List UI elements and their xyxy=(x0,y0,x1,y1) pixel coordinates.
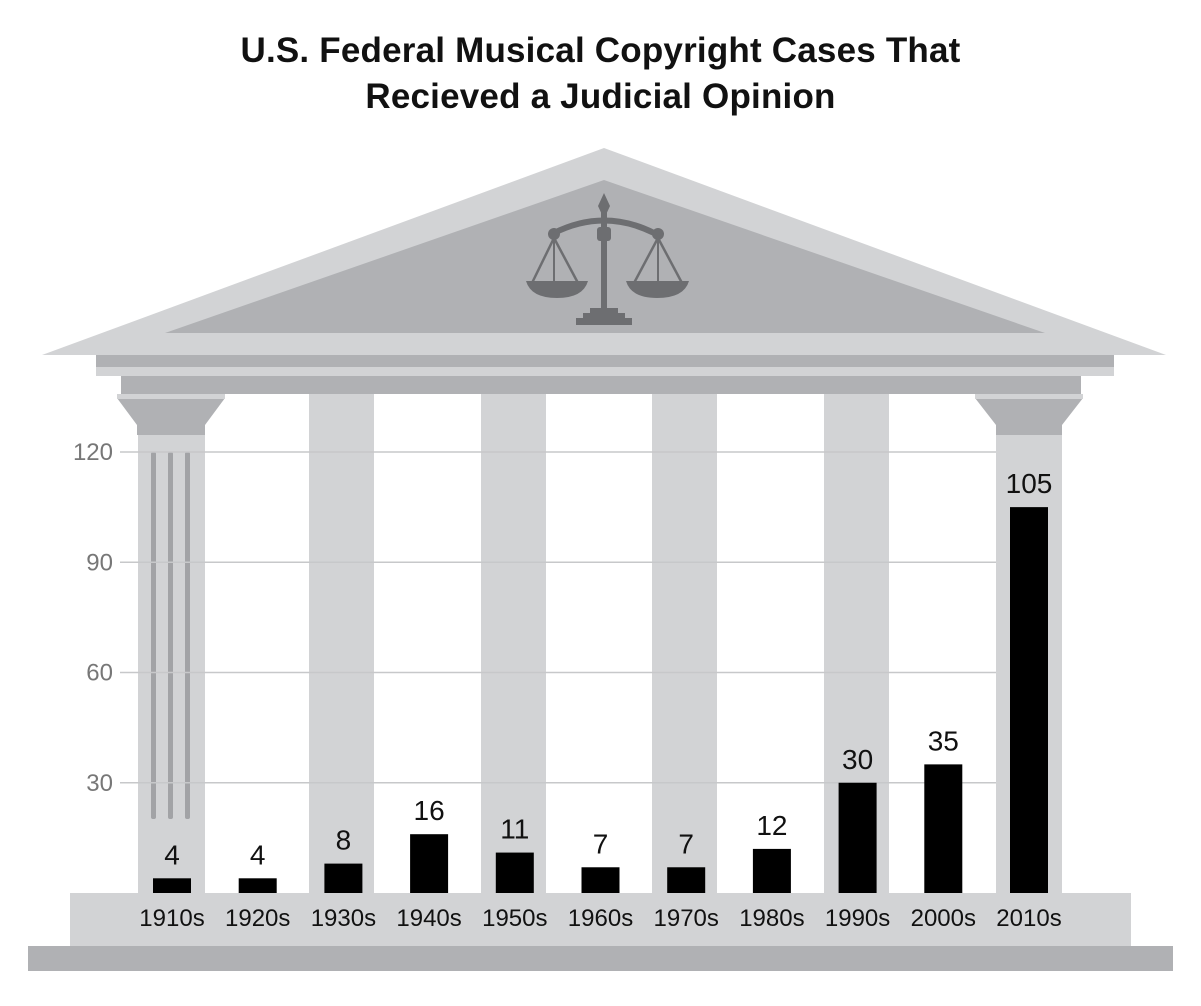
data-label: 7 xyxy=(593,828,609,859)
x-tick-label: 1960s xyxy=(568,905,633,932)
y-axis: 30 60 90 120 xyxy=(73,439,113,797)
column-flute xyxy=(151,452,156,819)
bar-1930s xyxy=(324,863,363,893)
right-column-necking xyxy=(996,425,1062,435)
building-base xyxy=(70,893,1131,946)
x-tick-label: 1980s xyxy=(739,905,804,932)
left-column-abacus xyxy=(117,394,225,399)
column-shaft xyxy=(481,394,546,894)
bars xyxy=(153,507,1048,893)
y-tick-label: 60 xyxy=(86,660,113,687)
bar-1950s xyxy=(495,852,534,893)
bar-1970s xyxy=(667,867,706,893)
bar-1980s xyxy=(752,848,791,893)
data-label: 16 xyxy=(414,795,445,826)
building-step xyxy=(28,946,1173,971)
x-tick-label: 1940s xyxy=(396,905,461,932)
data-label: 35 xyxy=(928,725,959,756)
bar-2010s xyxy=(1010,507,1048,893)
column-shaft xyxy=(309,394,374,894)
data-label: 4 xyxy=(250,839,266,870)
column-shaft xyxy=(652,394,717,894)
bar-1960s xyxy=(581,867,620,893)
bar-1940s xyxy=(410,834,449,893)
bar-1910s xyxy=(153,878,191,893)
right-column-abacus xyxy=(975,394,1083,399)
data-labels: 4 4 8 16 11 7 7 12 30 35 105 xyxy=(164,468,1052,870)
x-tick-label: 1970s xyxy=(654,905,719,932)
bar-2000s xyxy=(924,764,963,893)
data-label: 12 xyxy=(756,810,787,841)
x-tick-label: 2000s xyxy=(911,905,976,932)
x-tick-label: 1920s xyxy=(225,905,290,932)
architrave xyxy=(121,376,1081,394)
data-label: 11 xyxy=(500,814,529,845)
bar-1990s xyxy=(838,782,877,893)
chart-title: U.S. Federal Musical Copyright Cases Tha… xyxy=(0,28,1201,120)
left-column-capital xyxy=(117,398,225,425)
chart-title-line-1: U.S. Federal Musical Copyright Cases Tha… xyxy=(240,31,961,70)
data-label: 4 xyxy=(164,839,180,870)
right-column-capital xyxy=(975,398,1083,425)
data-label: 8 xyxy=(336,825,352,856)
bar-1920s xyxy=(238,878,277,893)
x-tick-label: 1910s xyxy=(139,905,204,932)
y-tick-label: 120 xyxy=(73,439,113,466)
y-tick-label: 30 xyxy=(86,770,113,797)
x-tick-label: 2010s xyxy=(996,905,1061,932)
x-axis: 1910s 1920s 1930s 1940s 1950s 1960s 1970s 1980s… xyxy=(139,905,1061,932)
y-tick-label: 90 xyxy=(86,549,113,576)
chart-title-line-2: Recieved a Judicial Opinion xyxy=(365,77,836,116)
column-flute xyxy=(185,452,190,819)
data-label: 7 xyxy=(678,828,694,859)
column-flute xyxy=(168,452,173,819)
data-label: 105 xyxy=(1006,468,1053,499)
entablature-fascia xyxy=(96,367,1114,376)
left-column-necking xyxy=(137,425,205,435)
x-tick-label: 1990s xyxy=(825,905,890,932)
data-label: 30 xyxy=(842,744,873,775)
entablature-band xyxy=(96,355,1114,367)
scales-of-justice-icon xyxy=(526,193,689,325)
x-tick-label: 1950s xyxy=(482,905,547,932)
x-tick-label: 1930s xyxy=(311,905,376,932)
